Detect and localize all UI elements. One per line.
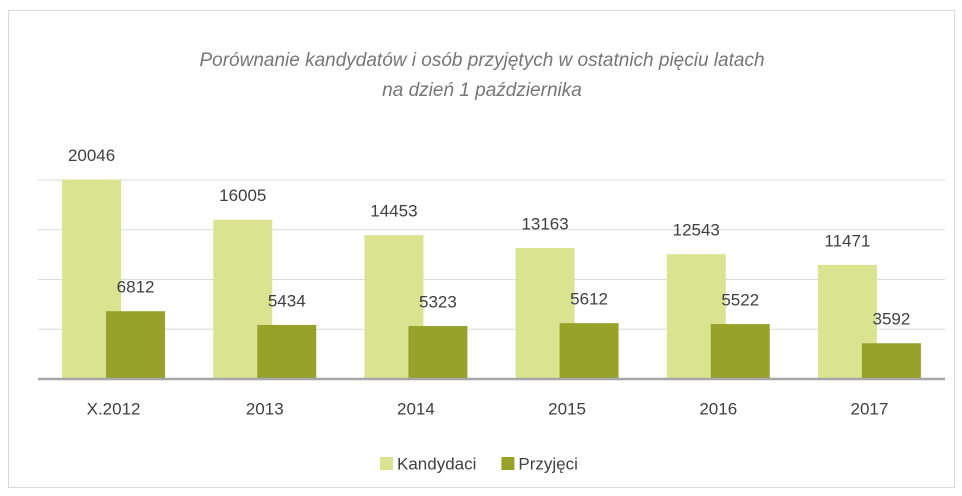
data-label: 11471: [824, 231, 870, 250]
x-tick-label: 2016: [699, 399, 737, 418]
bar: [408, 326, 468, 379]
bar: [559, 323, 619, 379]
x-tick-label: 2017: [851, 399, 889, 418]
bar: [106, 311, 166, 379]
legend-swatch: [501, 457, 515, 470]
bar: [861, 343, 921, 379]
data-label: 5612: [570, 290, 608, 309]
data-label: 5522: [721, 291, 759, 310]
x-tick-label: 2013: [246, 399, 284, 418]
data-label: 20046: [68, 146, 115, 165]
chart-frame: [8, 10, 955, 488]
data-label: 16005: [219, 186, 266, 205]
data-label: 3592: [873, 310, 911, 329]
x-tick-label: 2014: [397, 399, 435, 418]
x-tick-label: X.2012: [87, 399, 141, 418]
chart-title: na dzień 1 października: [382, 80, 582, 101]
data-label: 5434: [268, 291, 306, 310]
legend-swatch: [380, 457, 393, 470]
data-label: 12543: [673, 221, 720, 240]
legend-label: Przyjęci: [518, 454, 578, 473]
data-label: 5323: [419, 293, 457, 312]
data-label: 13163: [521, 215, 568, 234]
legend-label: Kandydaci: [397, 454, 476, 473]
x-tick-label: 2015: [548, 399, 586, 418]
bar: [257, 324, 317, 379]
data-label: 6812: [117, 278, 155, 297]
bar: [710, 324, 770, 379]
chart-title: Porównanie kandydatów i osób przyjętych …: [199, 50, 764, 71]
data-label: 14453: [370, 202, 417, 221]
